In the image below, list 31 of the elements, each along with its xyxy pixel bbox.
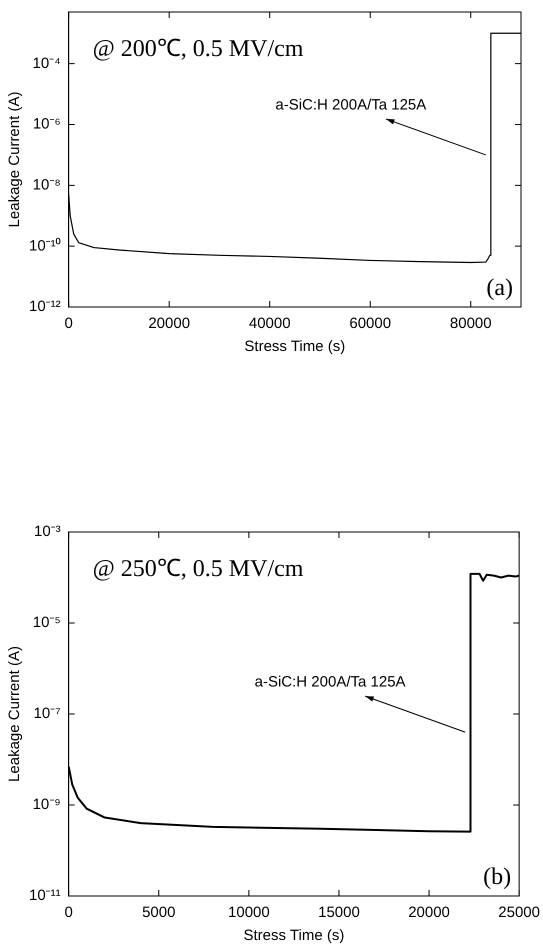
x-tick-label: 40000 bbox=[248, 315, 291, 332]
x-tick-label: 0 bbox=[64, 904, 73, 922]
y-tick-label: 10⁻⁷ bbox=[34, 705, 61, 722]
y-tick-label: 10⁻³ bbox=[34, 523, 61, 540]
x-tick-label: 80000 bbox=[450, 315, 492, 332]
x-tick-label: 5000 bbox=[142, 904, 176, 922]
x-tick-label: 60000 bbox=[349, 315, 392, 332]
x-axis-title: Stress Time (s) bbox=[243, 927, 344, 944]
x-tick-label: 0 bbox=[64, 315, 73, 332]
annotation: (b) bbox=[483, 864, 512, 890]
x-axis-title: Stress Time (s) bbox=[244, 338, 346, 356]
x-tick-label: 20000 bbox=[148, 315, 190, 332]
x-tick-label: 10000 bbox=[228, 904, 270, 922]
annotation: a-SiC:H 200A/Ta 125A bbox=[275, 96, 426, 114]
x-tick-label: 20000 bbox=[408, 904, 450, 922]
y-tick-label: 10⁻⁴ bbox=[32, 54, 61, 72]
y-tick-label: 10⁻⁵ bbox=[32, 614, 61, 632]
y-tick-label: 10⁻⁶ bbox=[32, 116, 61, 133]
y-tick-label: 10⁻⁸ bbox=[32, 176, 61, 194]
y-tick-label: 10⁻¹¹ bbox=[28, 887, 61, 904]
annotation: @ 200℃, 0.5 MV/cm bbox=[92, 36, 304, 62]
y-axis-title: Leakage Current (A) bbox=[6, 92, 24, 228]
y-axis-title: Leakage Current (A) bbox=[6, 646, 24, 782]
annotation: @ 250℃, 0.5 MV/cm bbox=[92, 556, 304, 582]
y-tick-label: 10⁻⁹ bbox=[32, 796, 61, 814]
annotation: (a) bbox=[486, 275, 513, 301]
x-tick-label: 15000 bbox=[318, 904, 360, 922]
x-tick-label: 25000 bbox=[498, 904, 540, 922]
annotation: a-SiC:H 200A/Ta 125A bbox=[254, 674, 406, 691]
y-tick-label: 10⁻¹⁰ bbox=[28, 237, 61, 254]
y-tick-label: 10⁻¹² bbox=[28, 298, 61, 316]
